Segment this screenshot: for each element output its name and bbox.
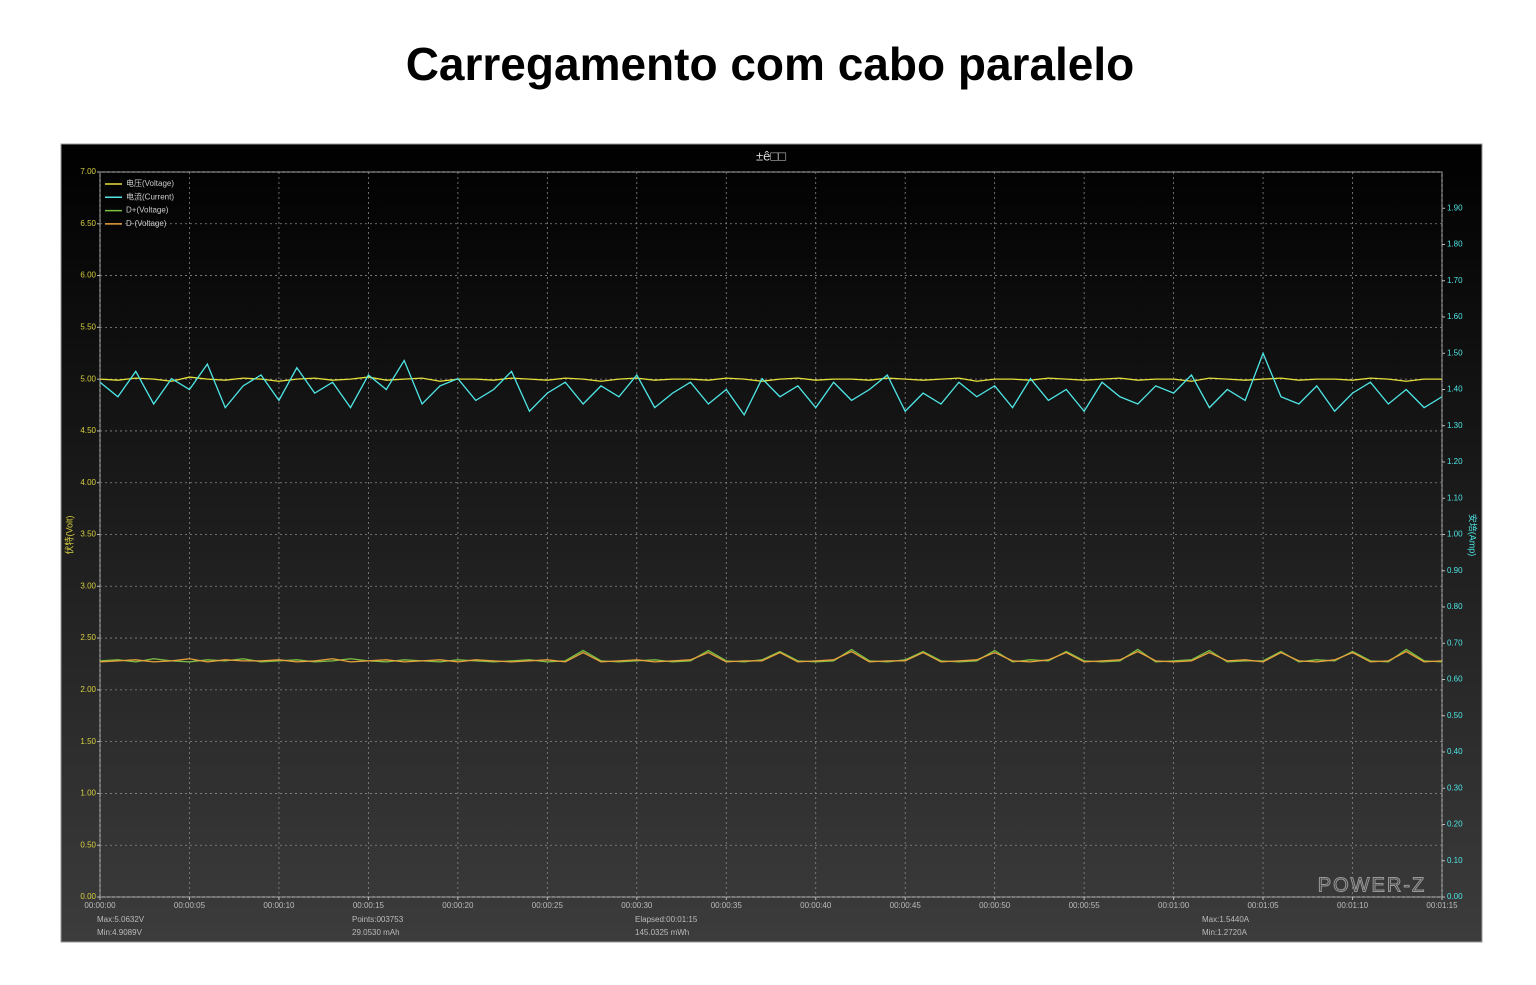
y-tick-label: 4.50 <box>80 426 96 435</box>
y2-tick-label: 1.60 <box>1447 312 1463 321</box>
series-line <box>99 351 1443 417</box>
x-tick-label: 00:00:50 <box>979 901 1011 910</box>
y2-tick-label: 0.10 <box>1447 856 1463 865</box>
y-tick-label: 1.50 <box>80 737 96 746</box>
y-tick-label: 2.00 <box>80 685 96 694</box>
stat-text: Min:1.2720A <box>1202 928 1248 937</box>
legend-label: 电流(Current) <box>126 191 174 201</box>
x-tick-label: 00:00:45 <box>890 901 922 910</box>
y2-tick-label: 1.70 <box>1447 276 1463 285</box>
watermark: POWER-Z <box>1318 874 1426 896</box>
y2-tick-label: 1.00 <box>1447 530 1463 539</box>
x-tick-label: 00:01:00 <box>1158 901 1190 910</box>
x-tick-label: 00:00:40 <box>800 901 832 910</box>
y-tick-label: 3.50 <box>80 530 96 539</box>
x-tick-label: 00:00:05 <box>174 901 206 910</box>
x-tick-label: 00:00:20 <box>442 901 474 910</box>
y2-tick-label: 0.00 <box>1447 892 1463 901</box>
stat-text: 29.0530 mAh <box>352 928 400 937</box>
stat-text: Max:5.0632V <box>97 915 145 924</box>
y2-tick-label: 0.60 <box>1447 675 1463 684</box>
y-tick-label: 0.50 <box>80 840 96 849</box>
y2-tick-label: 0.20 <box>1447 820 1463 829</box>
x-tick-label: 00:00:55 <box>1069 901 1101 910</box>
y-tick-label: 2.50 <box>80 633 96 642</box>
y2-tick-label: 0.30 <box>1447 783 1463 792</box>
y2-tick-label: 1.80 <box>1447 240 1463 249</box>
stat-text: Points:003753 <box>352 915 404 924</box>
y-tick-label: 5.00 <box>80 374 96 383</box>
stat-text: Max:1.5440A <box>1202 915 1250 924</box>
y-tick-label: 7.00 <box>80 167 96 176</box>
y2-tick-label: 0.50 <box>1447 711 1463 720</box>
stat-text: 145.0325 mWh <box>635 928 689 937</box>
x-tick-label: 00:01:05 <box>1247 901 1279 910</box>
y2-tick-label: 1.90 <box>1447 203 1463 212</box>
stat-text: Min:4.9089V <box>97 928 143 937</box>
x-tick-label: 00:00:35 <box>711 901 743 910</box>
y-tick-label: 6.00 <box>80 271 96 280</box>
y-tick-label: 6.50 <box>80 219 96 228</box>
y2-tick-label: 0.70 <box>1447 638 1463 647</box>
y2-axis-label: 安培(Amp) <box>1468 514 1479 557</box>
series-line <box>99 650 1443 663</box>
x-tick-label: 00:01:15 <box>1426 901 1458 910</box>
y-tick-label: 1.00 <box>80 789 96 798</box>
y2-tick-label: 1.30 <box>1447 421 1463 430</box>
x-tick-label: 00:00:00 <box>84 901 116 910</box>
y-tick-label: 5.50 <box>80 322 96 331</box>
y2-tick-label: 1.40 <box>1447 385 1463 394</box>
legend-label: D-(Voltage) <box>126 219 167 228</box>
y2-tick-label: 0.80 <box>1447 602 1463 611</box>
y2-tick-label: 1.10 <box>1447 493 1463 502</box>
y2-tick-label: 1.50 <box>1447 348 1463 357</box>
x-tick-label: 00:00:10 <box>263 901 295 910</box>
y-tick-label: 3.00 <box>80 581 96 590</box>
x-tick-label: 00:00:25 <box>532 901 564 910</box>
y2-tick-label: 0.40 <box>1447 747 1463 756</box>
chart-title: Carregamento com cabo paralelo <box>406 38 1135 90</box>
y2-tick-label: 0.90 <box>1447 566 1463 575</box>
x-tick-label: 00:00:30 <box>621 901 653 910</box>
y2-tick-label: 1.20 <box>1447 457 1463 466</box>
y-tick-label: 0.00 <box>80 892 96 901</box>
plot-panel <box>60 143 1483 943</box>
legend-label: 电压(Voltage) <box>126 178 174 188</box>
y-tick-label: 4.00 <box>80 478 96 487</box>
series-line <box>99 376 1442 382</box>
panel-title: ±ê□□ <box>756 148 786 163</box>
y-axis-label: 伏特(Volt) <box>63 515 74 554</box>
legend-label: D+(Voltage) <box>126 206 169 215</box>
stat-text: Elapsed:00:01:15 <box>635 915 698 924</box>
x-tick-label: 00:00:15 <box>353 901 385 910</box>
x-tick-label: 00:01:10 <box>1337 901 1369 910</box>
